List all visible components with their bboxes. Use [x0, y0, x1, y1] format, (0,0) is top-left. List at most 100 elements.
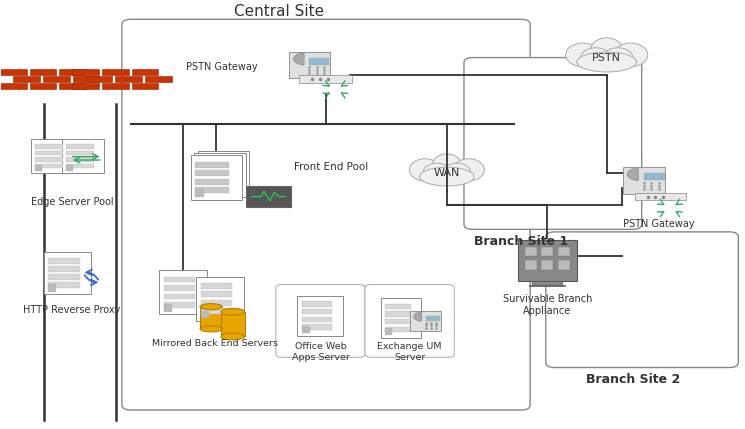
- Bar: [66, 165, 74, 171]
- Ellipse shape: [432, 154, 462, 178]
- Bar: [542, 247, 554, 256]
- Ellipse shape: [577, 52, 637, 72]
- Wedge shape: [413, 312, 422, 321]
- Bar: [13, 76, 40, 82]
- Bar: [30, 83, 57, 88]
- FancyBboxPatch shape: [122, 19, 530, 410]
- Bar: [302, 326, 310, 333]
- Wedge shape: [294, 53, 304, 65]
- Bar: [200, 311, 209, 318]
- FancyBboxPatch shape: [198, 151, 250, 195]
- Bar: [48, 274, 80, 280]
- Bar: [203, 175, 236, 181]
- Bar: [195, 189, 204, 197]
- Bar: [164, 285, 194, 291]
- Text: WAN: WAN: [434, 168, 460, 178]
- Bar: [48, 266, 80, 272]
- Bar: [30, 69, 57, 75]
- Bar: [132, 69, 158, 75]
- FancyBboxPatch shape: [381, 298, 421, 338]
- Ellipse shape: [443, 163, 471, 182]
- Bar: [48, 284, 57, 292]
- Bar: [558, 260, 570, 269]
- Bar: [60, 69, 86, 75]
- Bar: [200, 283, 232, 289]
- Bar: [35, 144, 63, 149]
- Text: Exchange UM
Server: Exchange UM Server: [378, 342, 442, 362]
- Text: HTTP Reverse Proxy: HTTP Reverse Proxy: [23, 305, 121, 315]
- Bar: [164, 293, 194, 299]
- FancyBboxPatch shape: [194, 153, 246, 197]
- Ellipse shape: [453, 159, 484, 181]
- Text: Office Web
Apps Server: Office Web Apps Server: [291, 342, 349, 362]
- Bar: [66, 144, 94, 149]
- Bar: [524, 260, 536, 269]
- Bar: [199, 185, 232, 191]
- FancyBboxPatch shape: [623, 167, 665, 194]
- Bar: [115, 76, 142, 82]
- Bar: [48, 282, 80, 288]
- Bar: [524, 247, 536, 256]
- FancyBboxPatch shape: [246, 186, 291, 208]
- Bar: [533, 281, 562, 284]
- Bar: [199, 177, 232, 183]
- Bar: [385, 328, 392, 335]
- Bar: [35, 163, 63, 168]
- Bar: [518, 239, 577, 281]
- Ellipse shape: [591, 38, 623, 63]
- Ellipse shape: [221, 333, 244, 340]
- FancyBboxPatch shape: [159, 270, 206, 314]
- Bar: [542, 260, 554, 269]
- Text: PSTN Gateway: PSTN Gateway: [186, 62, 257, 72]
- Text: Branch Site 1: Branch Site 1: [474, 235, 568, 248]
- FancyBboxPatch shape: [62, 139, 104, 173]
- Text: Survivable Branch
Appliance: Survivable Branch Appliance: [503, 294, 592, 316]
- Bar: [164, 302, 194, 308]
- FancyBboxPatch shape: [410, 311, 441, 331]
- Bar: [164, 277, 194, 282]
- Ellipse shape: [614, 43, 648, 66]
- Ellipse shape: [580, 48, 611, 68]
- Ellipse shape: [221, 308, 244, 315]
- Bar: [200, 308, 232, 314]
- Text: PSTN: PSTN: [592, 54, 621, 63]
- Bar: [644, 173, 665, 180]
- Ellipse shape: [200, 304, 222, 310]
- Bar: [132, 83, 158, 88]
- FancyBboxPatch shape: [297, 296, 343, 335]
- Bar: [73, 76, 99, 82]
- Bar: [43, 76, 70, 82]
- FancyBboxPatch shape: [31, 139, 73, 173]
- Ellipse shape: [603, 48, 633, 68]
- Bar: [199, 160, 232, 166]
- Bar: [203, 166, 236, 172]
- Text: Edge Server Pool: Edge Server Pool: [31, 196, 113, 207]
- Bar: [221, 312, 244, 336]
- FancyBboxPatch shape: [289, 52, 329, 78]
- FancyBboxPatch shape: [464, 57, 641, 230]
- Bar: [66, 157, 94, 162]
- Text: PSTN Gateway: PSTN Gateway: [623, 219, 694, 229]
- Bar: [203, 157, 236, 163]
- Bar: [60, 83, 86, 88]
- Bar: [200, 300, 232, 306]
- Bar: [86, 76, 112, 82]
- Bar: [102, 83, 129, 88]
- FancyBboxPatch shape: [365, 284, 454, 357]
- Bar: [72, 83, 99, 88]
- Bar: [195, 170, 229, 176]
- Ellipse shape: [200, 326, 222, 332]
- Bar: [302, 324, 332, 330]
- Bar: [164, 304, 171, 312]
- Text: Mirrored Back End Servers: Mirrored Back End Servers: [152, 339, 278, 348]
- Bar: [48, 258, 80, 264]
- Wedge shape: [627, 168, 638, 181]
- Bar: [203, 185, 212, 193]
- Bar: [195, 179, 229, 185]
- FancyBboxPatch shape: [44, 252, 92, 294]
- Bar: [635, 193, 685, 200]
- Bar: [145, 76, 171, 82]
- FancyBboxPatch shape: [191, 155, 242, 199]
- Bar: [66, 163, 94, 168]
- Bar: [102, 69, 129, 75]
